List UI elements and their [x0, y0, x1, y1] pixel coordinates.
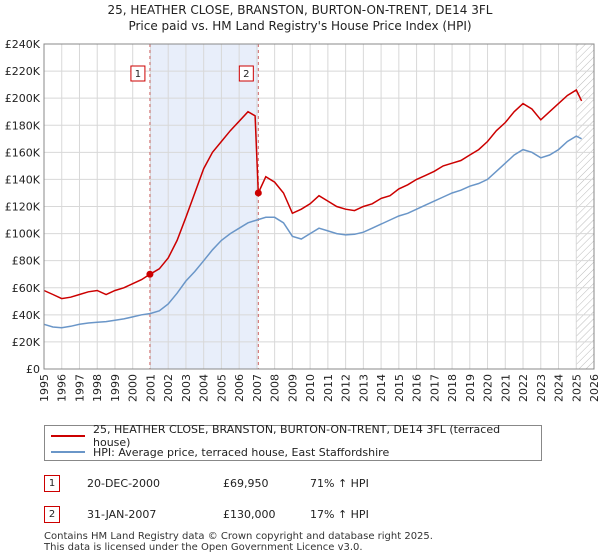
- y-tick-label: £0: [26, 363, 40, 376]
- x-tick-label: 2019: [464, 374, 477, 402]
- x-tick-label: 2005: [215, 374, 228, 402]
- x-tick-label: 2025: [570, 374, 583, 402]
- chart-legend: 25, HEATHER CLOSE, BRANSTON, BURTON-ON-T…: [44, 423, 542, 461]
- sale-point: [146, 270, 154, 278]
- y-tick-label: £80K: [12, 255, 41, 268]
- x-tick-label: 2009: [286, 374, 299, 402]
- x-tick-label: 1998: [91, 374, 104, 402]
- y-tick-label: £100K: [5, 228, 41, 241]
- x-tick-label: 2011: [322, 374, 335, 402]
- hpi-line: [43, 135, 582, 329]
- x-tick-label: 1999: [109, 374, 122, 402]
- legend-property-swatch: [51, 435, 85, 437]
- x-tick-label: 2008: [269, 374, 282, 402]
- x-tick-label: 2018: [446, 374, 459, 402]
- transaction-hpi-change: 17% ↑ HPI: [310, 508, 369, 521]
- y-tick-label: £120K: [5, 201, 41, 214]
- x-tick-label: 2012: [340, 374, 353, 402]
- x-tick-label: 2003: [180, 374, 193, 402]
- transaction-price: £69,950: [223, 477, 269, 490]
- property-price-line: [43, 88, 583, 300]
- plot-border: [43, 43, 595, 370]
- transaction-marker: 1: [44, 475, 60, 492]
- x-tick-label: 2024: [553, 374, 566, 402]
- y-tick-label: £180K: [5, 119, 41, 132]
- y-tick-label: £200K: [5, 92, 41, 105]
- sale-label: 2: [243, 69, 249, 80]
- y-tick-label: £20K: [12, 336, 41, 349]
- x-tick-label: 2002: [162, 374, 175, 402]
- legend-hpi-swatch: [51, 451, 85, 453]
- x-tick-label: 2026: [588, 374, 600, 402]
- transaction-hpi-change: 71% ↑ HPI: [310, 477, 369, 490]
- legend-item-hpi: HPI: Average price, terraced house, East…: [51, 445, 389, 459]
- x-tick-label: 2023: [535, 374, 548, 402]
- x-tick-label: 2006: [233, 374, 246, 402]
- y-tick-label: £140K: [5, 173, 41, 186]
- y-tick-label: £60K: [12, 282, 41, 295]
- y-tick-label: £220K: [5, 65, 41, 78]
- price-chart: 25, HEATHER CLOSE, BRANSTON, BURTON-ON-T…: [5, 3, 600, 402]
- y-tick-label: £40K: [12, 309, 41, 322]
- x-tick-label: 1995: [38, 374, 51, 402]
- sale-label-box: [238, 65, 254, 82]
- sale-point: [254, 189, 262, 197]
- sale-label-box: [130, 65, 146, 82]
- x-tick-label: 1996: [56, 374, 69, 402]
- x-tick-label: 2007: [251, 374, 264, 402]
- x-tick-label: 2017: [428, 374, 441, 402]
- x-tick-label: 2001: [144, 374, 157, 402]
- y-tick-label: £240K: [5, 38, 41, 51]
- footer-line-1: Contains HM Land Registry data © Crown c…: [44, 531, 433, 542]
- x-tick-label: 2013: [357, 374, 370, 402]
- footer-line-2: This data is licensed under the Open Gov…: [44, 542, 363, 553]
- x-tick-label: 2000: [127, 374, 140, 402]
- transaction-date: 20-DEC-2000: [87, 477, 161, 490]
- x-tick-label: 2022: [517, 374, 530, 402]
- transaction-date: 31-JAN-2007: [87, 508, 157, 521]
- transaction-price: £130,000: [223, 508, 276, 521]
- transaction-marker: 2: [44, 506, 60, 523]
- footer-attribution: Contains HM Land Registry data © Crown c…: [44, 531, 433, 553]
- x-tick-label: 2016: [411, 374, 424, 402]
- sale-label: 1: [135, 69, 141, 80]
- legend-hpi-label: HPI: Average price, terraced house, East…: [93, 445, 390, 459]
- x-tick-label: 2020: [482, 374, 495, 402]
- x-tick-label: 2021: [499, 374, 512, 402]
- x-tick-label: 2004: [198, 374, 211, 402]
- x-tick-label: 2010: [304, 374, 317, 402]
- transaction-row: 2 31-JAN-2007 £130,000 17% ↑ HPI: [0, 506, 600, 526]
- x-tick-label: 2015: [393, 374, 406, 402]
- chart-subtitle: Price paid vs. HM Land Registry's House …: [128, 19, 471, 33]
- transaction-row: 1 20-DEC-2000 £69,950 71% ↑ HPI: [0, 475, 600, 495]
- legend-property-label: 25, HEATHER CLOSE, BRANSTON, BURTON-ON-T…: [93, 423, 501, 449]
- chart-title: 25, HEATHER CLOSE, BRANSTON, BURTON-ON-T…: [108, 3, 493, 17]
- x-tick-label: 1997: [73, 374, 86, 402]
- legend-item-property: 25, HEATHER CLOSE, BRANSTON, BURTON-ON-T…: [51, 423, 541, 449]
- x-tick-label: 2014: [375, 374, 388, 402]
- y-tick-label: £160K: [5, 146, 41, 159]
